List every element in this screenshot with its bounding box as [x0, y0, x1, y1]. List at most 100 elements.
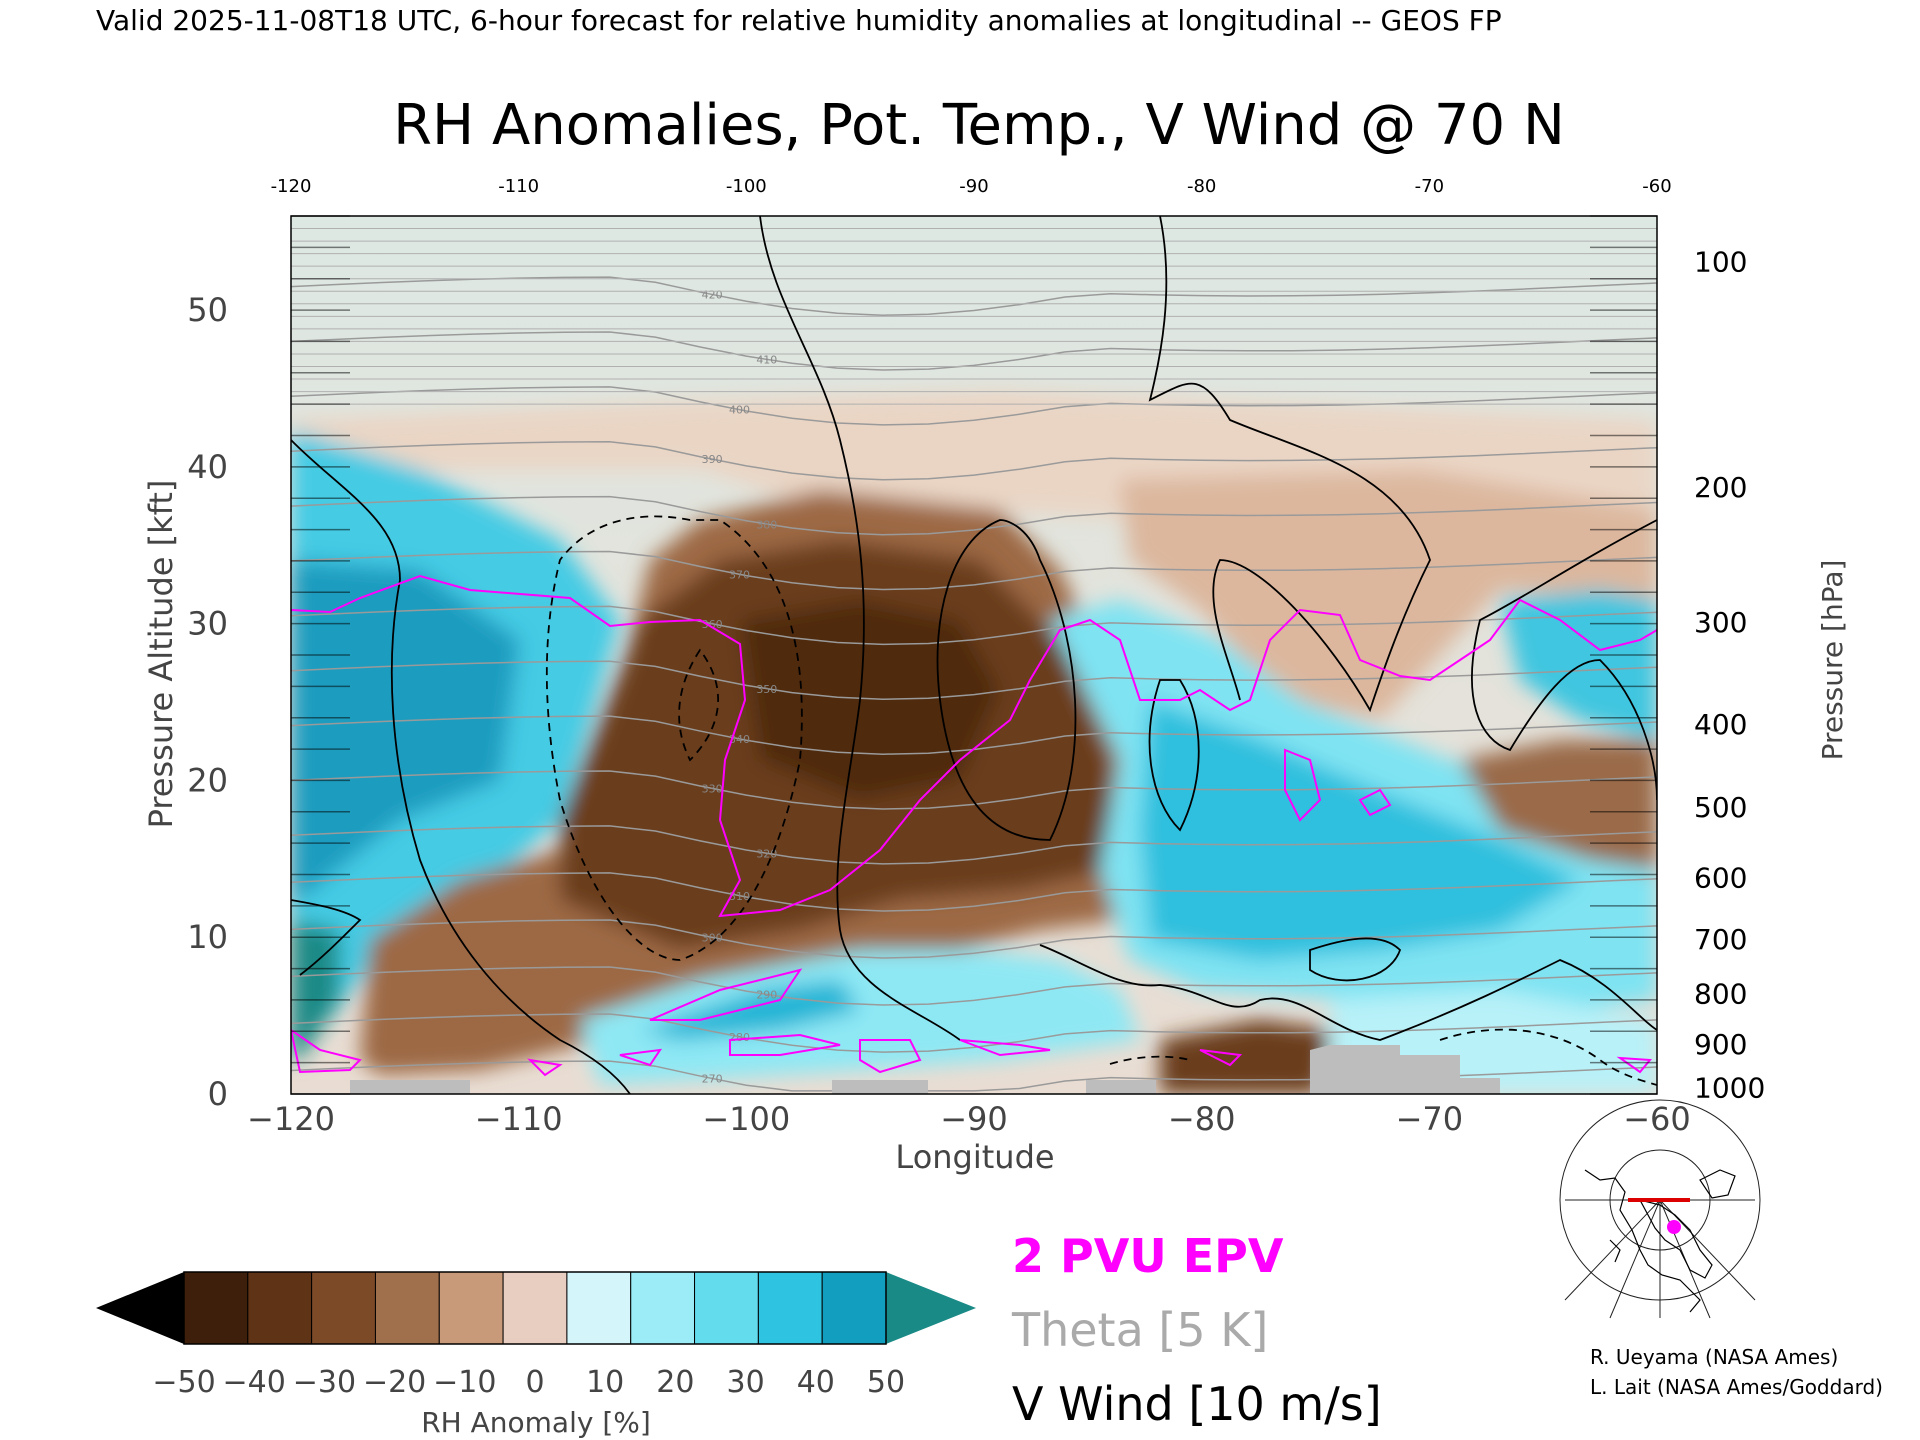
colorbar: −50 −40 −30 −20 −10 0 10 20 30 40 50: [96, 1271, 976, 1400]
epv-contour-6: [1284, 748, 1322, 822]
colorbar-swatch: [438, 1271, 504, 1345]
rh-anomaly-field: [291, 390, 1657, 1094]
y-tick-label: 20: [187, 761, 228, 799]
theta-contour: [291, 1013, 1657, 1053]
rh-region-left-deep-blue: [291, 560, 520, 900]
theta-contour-label: 370: [729, 568, 750, 581]
rh-region-dry-darkest: [740, 600, 1000, 800]
vwind-contour-dashed-4: [1439, 1028, 1657, 1086]
map-inset: [1559, 1099, 1761, 1319]
theta-contour-label: 330: [702, 782, 723, 795]
top-x-tick-label: -60: [1642, 176, 1671, 197]
terrain-block-1: [350, 1080, 470, 1094]
rh-region-right-upper-blue: [1500, 590, 1657, 740]
map-coastlines: [1584, 1169, 1736, 1313]
colorbar-swatch: [757, 1271, 823, 1345]
theta-contour-label: 340: [729, 733, 750, 746]
pressure-tick-label: 200: [1694, 471, 1747, 504]
rh-region-left-teal: [291, 920, 340, 1060]
right-tick-marks: [291, 215, 1657, 1095]
colorbar-swatch: [630, 1271, 696, 1345]
x-axis-label: Longitude: [895, 1138, 1054, 1176]
theta-contour-label: 270: [702, 1073, 723, 1086]
theta-contour: [291, 919, 1657, 959]
theta-contour-label: 410: [756, 354, 777, 367]
legend: 2 PVU EPV Theta [5 K] V Wind [10 m/s]: [1011, 1229, 1382, 1431]
epv-contour-11: [1199, 1049, 1243, 1067]
map-coast-3: [1699, 1169, 1736, 1199]
epv-contour-3: [729, 1033, 841, 1056]
right-pressure-ticks: 100 200 300 400 500 600 700 800 900 1000: [1694, 245, 1765, 1104]
theta-contour-label: 400: [729, 404, 750, 417]
chart-title: RH Anomalies, Pot. Temp., V Wind @ 70 N: [393, 93, 1565, 158]
top-x-tick-label: -90: [959, 176, 988, 197]
pressure-tick-label: 300: [1694, 606, 1747, 639]
x-tick-label: −70: [1396, 1100, 1464, 1138]
colorbar-swatch: [183, 1271, 249, 1345]
pressure-tick-label: 900: [1694, 1028, 1747, 1061]
topography: [350, 1045, 1500, 1094]
colorbar-tick-label: 30: [727, 1365, 765, 1400]
theta-contour-label: 320: [756, 848, 777, 861]
rh-region-lower-blue-band: [640, 980, 860, 1040]
x-tick-label: −120: [247, 1100, 335, 1138]
vwind-contours: [291, 216, 1657, 1094]
y-tick-label: 0: [208, 1075, 228, 1113]
theta-contour: [291, 605, 1657, 646]
vwind-contour-3: [936, 519, 1077, 841]
vwind-contour-6: [1471, 519, 1657, 801]
theta-contour-label: 420: [702, 289, 723, 302]
map-location-marker: [1667, 1220, 1681, 1234]
theta-contour-label: 280: [729, 1031, 750, 1044]
rh-region-upper-tan-right: [1120, 470, 1657, 720]
theta-contour: [291, 441, 1657, 481]
vwind-contour-5: [1148, 679, 1200, 832]
colorbar-swatch: [311, 1271, 376, 1345]
theta-contour-label: 290: [756, 989, 777, 1002]
x-tick-label: −80: [1168, 1100, 1236, 1138]
terrain-block-2: [832, 1080, 928, 1094]
colorbar-swatch: [502, 1271, 568, 1345]
colorbar-tick-label: 0: [525, 1365, 544, 1400]
vwind-contour-4: [1148, 216, 1431, 713]
epv-contour-7: [1358, 788, 1392, 817]
theta-contour-label: 310: [729, 890, 750, 903]
colorbar-swatch: [247, 1271, 313, 1345]
epv-contour-5: [959, 1039, 1051, 1057]
pressure-tick-label: 800: [1694, 978, 1747, 1011]
colorbar-frame: [183, 1271, 887, 1345]
y-tick-label: 50: [187, 291, 228, 329]
colorbar-tick-label: −40: [223, 1365, 286, 1400]
colorbar-under-triangle: [96, 1272, 184, 1344]
left-y-ticks: 0 10 20 30 40 50: [187, 291, 228, 1113]
y-axis-label-right: Pressure [hPa]: [1816, 560, 1849, 761]
vwind-contour-2: [291, 439, 631, 1094]
theta-contour-label: 350: [756, 683, 777, 696]
map-coast-2: [1638, 1199, 1713, 1279]
colorbar-swatch: [694, 1271, 759, 1345]
top-x-ticks: -120 -110 -100 -90 -80 -70 -60: [271, 176, 1672, 197]
theta-contour: [291, 825, 1657, 865]
x-tick-label: −100: [702, 1100, 790, 1138]
theta-contour: [291, 660, 1657, 701]
theta-contour-label: 390: [702, 453, 723, 466]
colorbar-tick-label: 10: [586, 1365, 624, 1400]
terrain-block-4: [1310, 1045, 1500, 1094]
legend-theta: Theta [5 K]: [1011, 1303, 1268, 1357]
colorbar-tick-label: 40: [797, 1365, 835, 1400]
top-x-tick-label: -110: [498, 176, 539, 197]
legend-vwind: V Wind [10 m/s]: [1012, 1377, 1382, 1431]
colorbar-tick-label: 20: [656, 1365, 694, 1400]
credit-line-1: R. Ueyama (NASA Ames): [1590, 1345, 1838, 1369]
vwind-contour-7: [1039, 944, 1657, 1041]
valid-time-line: Valid 2025-11-08T18 UTC, 6-hour forecast…: [96, 4, 1502, 37]
theta-contour: [291, 386, 1657, 426]
y-tick-label: 30: [187, 605, 228, 643]
theta-contour: [291, 550, 1657, 591]
top-x-tick-label: -70: [1415, 176, 1444, 197]
y-tick-label: 10: [187, 918, 228, 956]
theta-contour: [291, 872, 1657, 912]
colorbar-swatch: [821, 1271, 887, 1345]
epv-contour-4: [859, 1039, 922, 1074]
theta-contour: [291, 276, 1657, 316]
